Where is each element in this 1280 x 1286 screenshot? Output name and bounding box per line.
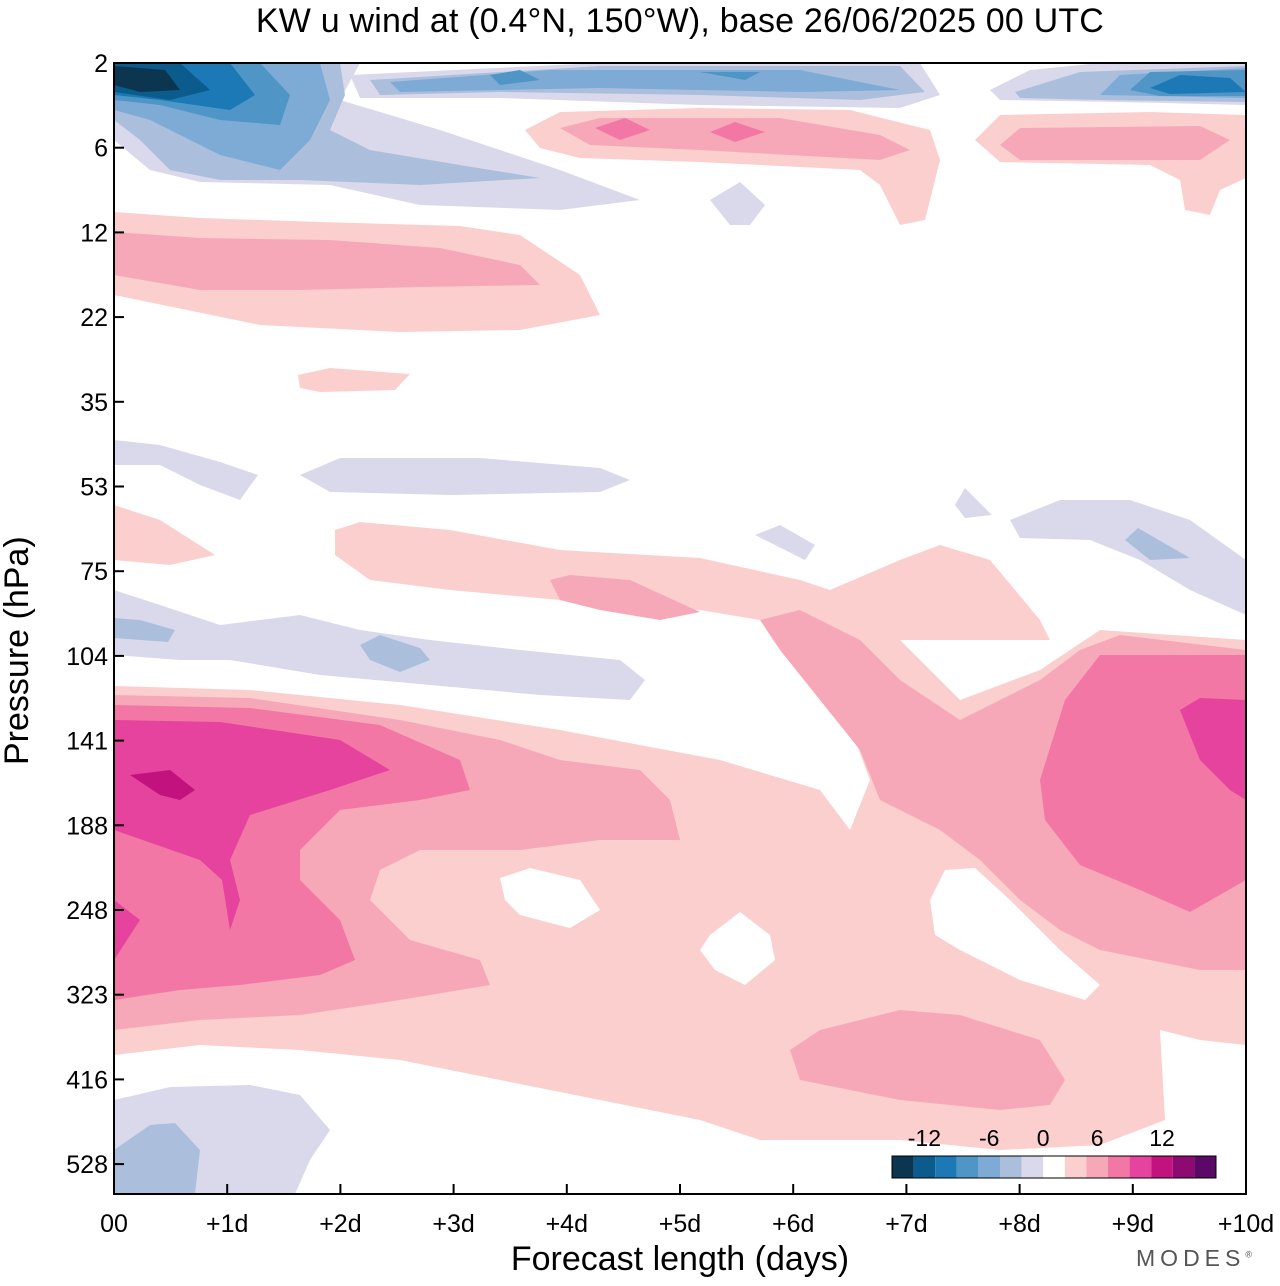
colorbar-label-2: 0 (1037, 1125, 1050, 1151)
colorbar-cell-14 (1194, 1156, 1216, 1178)
colorbar-cell-11 (1129, 1156, 1152, 1178)
y-tick-label-10: 248 (66, 897, 108, 925)
contour-pos-4-right-top (1000, 126, 1230, 160)
x-tick-label-5: +5d (659, 1210, 701, 1238)
y-tick-label-3: 22 (80, 304, 108, 332)
colorbar-cell-9 (1086, 1156, 1108, 1178)
y-tick-label-0: 2 (94, 50, 108, 78)
contour-neg-4-104 (114, 618, 430, 672)
contour-pos-4-75 (550, 575, 700, 620)
x-tick-label-10: +10d (1218, 1210, 1274, 1238)
y-tick-label-13: 528 (66, 1151, 108, 1179)
x-tick-label-9: +9d (1112, 1210, 1154, 1238)
colorbar-cell-13 (1172, 1156, 1195, 1178)
y-tick-label-1: 6 (94, 135, 108, 163)
brand-logo: MODES® (1136, 1245, 1252, 1272)
x-axis-label: Forecast length (days) (510, 1240, 850, 1278)
y-tick-label-12: 416 (66, 1066, 108, 1094)
colorbar-cell-10 (1108, 1156, 1130, 1178)
contour-zero-hole-3 (930, 868, 1100, 1000)
brand-name: MODES (1136, 1245, 1246, 1271)
colorbar-cell-12 (1151, 1156, 1173, 1178)
contour-pos-6-mid-top (595, 118, 765, 142)
colorbar-cell-3 (956, 1156, 979, 1178)
contour-neg-8-spots (490, 70, 760, 85)
colorbar-frame (891, 1155, 1217, 1179)
y-tick-label-4: 35 (80, 389, 108, 417)
colorbar-cell-5 (1000, 1156, 1022, 1178)
y-tick-label-6: 75 (80, 558, 108, 586)
contour-field (114, 63, 1246, 1194)
x-tick-label-1: +1d (206, 1210, 248, 1238)
brand-mark: ® (1245, 1249, 1252, 1260)
x-tick-label-0: 00 (100, 1210, 128, 1238)
x-tick-label-2: +2d (319, 1210, 361, 1238)
x-tick-label-3: +3d (432, 1210, 474, 1238)
y-axis-label: Pressure (hPa) (0, 536, 36, 765)
contour-neg-10-top-right (1150, 75, 1246, 94)
y-tick-label-9: 188 (66, 812, 108, 840)
contour-pos-8-left-lower (114, 720, 390, 960)
contour-pos-12-left (130, 770, 195, 800)
colorbar-label-0: -12 (908, 1125, 941, 1151)
colorbar: -12 -6 0 6 12 (891, 1125, 1217, 1179)
x-tick-label-6: +6d (772, 1210, 814, 1238)
contour-neg-2-dot-75 (755, 525, 815, 560)
y-axis: 2 6 12 22 35 53 75 104 141 188 248 323 416 528 (66, 50, 124, 1179)
x-tick-label-7: +7d (885, 1210, 927, 1238)
colorbar-cell-4 (978, 1156, 1000, 1178)
colorbar-cell-2 (935, 1156, 957, 1178)
contour-neg-2-dots (710, 182, 765, 225)
x-tick-label-8: +8d (998, 1210, 1040, 1238)
y-tick-label-2: 12 (80, 219, 108, 247)
colorbar-cell-6 (1021, 1156, 1044, 1178)
contour-neg-4-lower-left (114, 1123, 200, 1194)
contour-neg-2-right-53 (955, 488, 1246, 615)
contour-pos-4-416 (790, 1010, 1065, 1110)
colorbar-label-4: 12 (1149, 1125, 1175, 1151)
contour-pos-2-left-75 (114, 505, 215, 565)
colorbar-cell-0 (892, 1156, 914, 1178)
contour-zero-hole-1 (500, 868, 600, 928)
contour-pos-4-12-22 (114, 232, 540, 290)
x-tick-label-4: +4d (546, 1210, 588, 1238)
y-tick-label-5: 53 (80, 474, 108, 502)
contour-pos-2-35 (298, 368, 410, 392)
contour-zero-hole-2 (700, 912, 775, 985)
contour-pos-8-right-lower (1180, 698, 1246, 800)
colorbar-label-3: 6 (1091, 1125, 1104, 1151)
contour-neg-2-left-45 (114, 440, 258, 500)
contour-pos-2-75-diag (335, 522, 1050, 640)
y-tick-label-7: 104 (66, 643, 108, 671)
y-tick-label-8: 141 (66, 728, 108, 756)
colorbar-label-1: -6 (979, 1125, 999, 1151)
colorbar-cell-7 (1043, 1156, 1065, 1178)
colorbar-cell-1 (913, 1156, 936, 1178)
y-tick-label-11: 323 (66, 982, 108, 1010)
contour-neg-4-right-65 (1125, 528, 1190, 560)
contour-neg-14-top-left (114, 66, 180, 92)
chart-title: KW u wind at (0.4°N, 150°W), base 26/06/… (255, 2, 1105, 40)
contour-neg-2-mid-53 (300, 458, 630, 495)
colorbar-cell-8 (1064, 1156, 1087, 1178)
x-axis: 00 +1d +2d +3d +4d +5d +6d +7d +8d +9d +10d (100, 1184, 1274, 1238)
